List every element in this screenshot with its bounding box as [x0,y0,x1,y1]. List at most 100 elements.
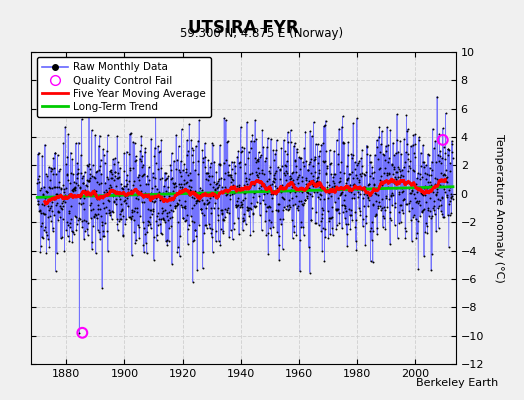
Point [364,194,373,201]
Point [291,200,299,207]
Point [402,200,410,207]
Point [167,207,175,214]
Point [262,154,270,161]
Point [369,201,377,208]
Point [89,206,97,212]
Point [54,216,62,223]
Point [446,190,455,197]
Point [247,200,256,206]
Point [265,217,273,224]
Point [301,176,310,183]
Point [146,194,155,201]
Point [320,258,329,264]
Point [78,175,86,182]
Point [199,265,207,272]
Point [200,200,208,206]
Point [209,184,217,190]
Point [353,115,361,122]
Point [72,174,81,181]
Point [261,208,270,214]
Point [144,221,152,228]
Point [38,200,47,207]
Point [289,201,298,208]
Point [375,166,383,172]
Point [187,213,195,219]
Point [140,149,149,155]
Point [361,172,369,178]
Point [312,178,320,185]
Point [282,168,290,174]
Point [95,228,103,235]
Point [404,156,412,162]
Point [146,214,154,220]
Point [367,159,375,166]
Point [249,211,257,218]
Point [58,203,67,210]
Point [139,225,148,232]
Point [326,160,335,166]
Point [303,193,311,199]
Point [188,218,196,225]
Point [80,206,89,212]
Point [266,204,274,211]
Point [122,183,130,189]
Point [185,187,194,193]
Point [419,192,428,198]
Point [347,155,356,162]
Point [109,209,117,215]
Point [421,182,429,189]
Point [119,198,128,204]
Point [193,197,202,203]
Point [279,195,287,201]
Point [83,183,91,189]
Point [318,205,326,211]
Point [246,204,254,211]
Point [161,177,169,183]
Point [52,250,61,256]
Point [250,203,258,210]
Point [337,124,346,130]
Point [148,198,157,204]
Point [202,176,211,182]
Point [224,171,233,178]
Point [385,170,393,176]
Point [323,184,332,190]
Point [402,149,410,155]
Point [125,178,133,184]
Point [287,184,296,191]
Point [71,185,80,191]
Point [40,183,48,190]
Point [80,169,89,175]
Point [191,167,199,173]
Point [305,159,314,165]
Point [118,205,127,212]
Point [134,188,143,194]
Point [422,162,430,168]
Point [235,160,243,166]
Point [57,205,65,211]
Point [161,219,169,225]
Point [409,150,418,156]
Point [168,213,177,220]
Point [148,194,156,201]
Point [419,185,428,191]
Point [182,152,191,158]
Point [389,171,398,178]
Point [395,209,403,216]
Point [46,185,54,191]
Point [210,178,218,185]
Point [402,201,411,207]
Point [331,185,340,192]
Point [215,162,224,168]
Point [338,189,346,195]
Point [258,167,266,174]
Point [397,172,405,179]
Point [227,166,236,172]
Point [232,186,240,193]
Point [206,164,214,170]
Point [176,232,184,239]
Point [245,212,254,219]
Point [379,151,388,158]
Point [73,221,81,227]
Point [424,205,432,212]
